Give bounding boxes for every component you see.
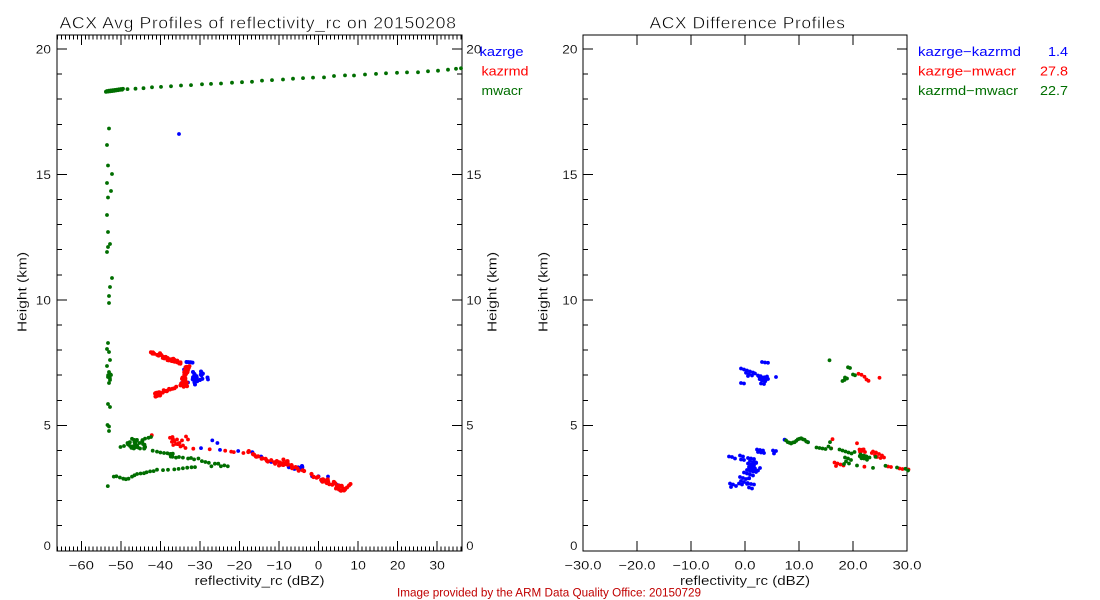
svg-text:0: 0 <box>44 539 51 553</box>
svg-text:20: 20 <box>562 42 577 56</box>
svg-text:30.0: 30.0 <box>893 559 922 573</box>
svg-text:15: 15 <box>36 168 51 182</box>
svg-text:27.8: 27.8 <box>1040 64 1068 79</box>
svg-text:10: 10 <box>466 293 481 307</box>
svg-text:Height (km): Height (km) <box>536 252 551 332</box>
svg-text:reflectivity_rc (dBZ): reflectivity_rc (dBZ) <box>680 573 810 588</box>
svg-text:20: 20 <box>36 42 51 56</box>
svg-text:kazrge−kazrmd: kazrge−kazrmd <box>918 44 1021 59</box>
svg-text:20: 20 <box>390 559 406 573</box>
svg-text:15: 15 <box>466 168 481 182</box>
svg-text:−30: −30 <box>187 559 213 573</box>
svg-text:0: 0 <box>570 539 577 553</box>
svg-text:kazrge: kazrge <box>480 44 524 59</box>
svg-text:20: 20 <box>466 42 481 56</box>
svg-text:30: 30 <box>429 559 445 573</box>
svg-text:10: 10 <box>36 293 51 307</box>
svg-text:1.4: 1.4 <box>1048 44 1068 59</box>
svg-text:−20.0: −20.0 <box>619 559 656 573</box>
svg-text:20.0: 20.0 <box>839 559 868 573</box>
svg-text:5: 5 <box>570 419 577 433</box>
svg-text:10: 10 <box>562 293 577 307</box>
svg-text:kazrge−mwacr: kazrge−mwacr <box>918 64 1017 79</box>
svg-text:ACX Difference Profiles: ACX Difference Profiles <box>650 14 846 32</box>
svg-text:0: 0 <box>466 539 473 553</box>
svg-text:reflectivity_rc (dBZ): reflectivity_rc (dBZ) <box>195 573 325 588</box>
svg-text:−50: −50 <box>108 559 134 573</box>
svg-text:−40: −40 <box>148 559 174 573</box>
svg-text:Height (km): Height (km) <box>15 252 30 332</box>
svg-text:22.7: 22.7 <box>1040 83 1068 98</box>
svg-text:10.0: 10.0 <box>785 559 814 573</box>
svg-text:5: 5 <box>466 419 473 433</box>
svg-text:15: 15 <box>562 168 577 182</box>
svg-text:−60: −60 <box>69 559 95 573</box>
svg-text:kazrmd: kazrmd <box>482 64 529 79</box>
svg-text:10: 10 <box>350 559 366 573</box>
svg-text:Image provided by the ARM Data: Image provided by the ARM Data Quality O… <box>397 586 701 600</box>
svg-text:ACX Avg Profiles of reflectivi: ACX Avg Profiles of reflectivity_rc on 2… <box>60 14 457 32</box>
svg-text:5: 5 <box>44 419 51 433</box>
svg-text:0: 0 <box>315 559 322 573</box>
svg-text:0.0: 0.0 <box>735 559 756 573</box>
svg-text:Height (km): Height (km) <box>484 252 499 332</box>
svg-text:−20: −20 <box>227 559 253 573</box>
svg-text:−10.0: −10.0 <box>673 559 710 573</box>
svg-text:mwacr: mwacr <box>482 83 524 98</box>
svg-text:kazrmd−mwacr: kazrmd−mwacr <box>918 83 1019 98</box>
svg-text:−30.0: −30.0 <box>565 559 602 573</box>
svg-text:−10: −10 <box>266 559 292 573</box>
